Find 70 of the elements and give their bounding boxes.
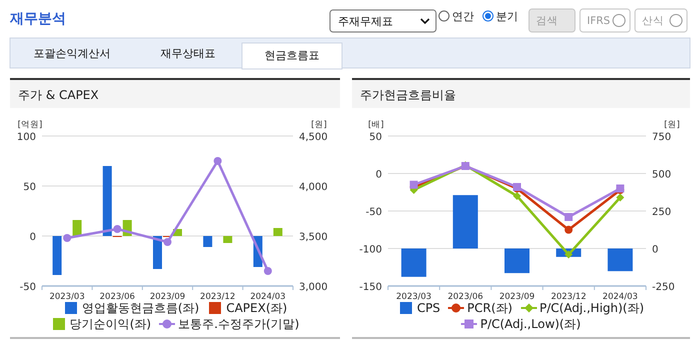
- text: 현금흐름표: [264, 49, 320, 62]
- y2-tick-label: -250: [652, 282, 675, 293]
- text: 포괄손익계산서: [34, 47, 110, 60]
- y2-tick-label: 3,500: [299, 232, 328, 243]
- y-axis-title: [억원]: [18, 120, 42, 130]
- y-tick-label: 50: [23, 182, 36, 193]
- y-tick-label: -150: [359, 282, 382, 293]
- chart-title: 주가현금흐름비율: [360, 88, 456, 102]
- bar: [52, 236, 62, 275]
- text: IFRS: [587, 15, 610, 27]
- x-tick-label: 2023/03: [49, 292, 85, 302]
- y2-axis-title: [원]: [664, 120, 680, 130]
- point: [264, 267, 272, 275]
- text: 주재무제표: [338, 15, 393, 28]
- x-tick-label: 2023/06: [100, 292, 135, 302]
- x-tick-label: 2023/09: [150, 292, 186, 302]
- y-tick-label: -100: [359, 244, 382, 256]
- point: [564, 250, 573, 258]
- y2-tick-label: 4,000: [299, 182, 328, 193]
- y2-tick-label: 750: [652, 132, 672, 143]
- legend-label: 보통주.수정주가(기말): [178, 316, 300, 332]
- point: [410, 180, 418, 189]
- chart-title: 주가 & CAPEX: [18, 88, 99, 102]
- y-axis-title: [배]: [368, 120, 384, 130]
- legend-label: 당기순이익(좌): [70, 316, 152, 332]
- x-tick-label: 2023/12: [200, 292, 236, 302]
- bar: [273, 228, 282, 236]
- point: [564, 226, 573, 234]
- y2-tick-label: 3,000: [299, 282, 328, 293]
- y-tick-label: 50: [369, 132, 382, 143]
- text: 분기: [496, 10, 518, 23]
- y-tick-label: 100: [16, 132, 36, 143]
- y-tick-label: -50: [366, 207, 382, 218]
- legend-label: P/C(Adj.,High)(좌): [540, 300, 644, 316]
- bar: [153, 236, 162, 269]
- y-tick-label: 0: [30, 232, 36, 243]
- point: [513, 192, 521, 200]
- y2-axis-title: [원]: [311, 120, 327, 130]
- y-tick-label: 0: [376, 170, 382, 180]
- legend-label: CPS: [416, 300, 440, 316]
- x-tick-label: 2024/03: [250, 292, 286, 302]
- x-tick-label: 2023/03: [396, 292, 432, 302]
- y-tick-label: -50: [20, 282, 36, 293]
- point: [214, 157, 222, 165]
- point: [63, 234, 72, 242]
- y2-tick-label: 0: [652, 244, 658, 256]
- legend-label: PCR(좌): [467, 300, 512, 316]
- bar: [203, 236, 212, 247]
- x-tick-label: 2023/12: [550, 292, 586, 302]
- y2-tick-label: 250: [652, 207, 672, 218]
- point: [616, 194, 624, 202]
- legend-label: 영업활동현금흐름(좌): [82, 300, 200, 316]
- y2-tick-label: 4,500: [299, 132, 328, 143]
- y2-tick-label: 500: [652, 170, 672, 180]
- x-tick-label: 2023/06: [448, 292, 484, 302]
- legend-label: P/C(Adj.,Low)(좌): [480, 316, 581, 332]
- text: 검색: [536, 15, 558, 27]
- legend-label: CAPEX(좌): [226, 300, 288, 316]
- text: 연간: [452, 10, 474, 23]
- point: [164, 238, 172, 246]
- x-tick-label: 2023/09: [499, 292, 535, 302]
- text: 재무상태표: [160, 47, 216, 60]
- x-tick-label: 2024/03: [602, 292, 638, 302]
- point: [564, 213, 573, 221]
- bar: [102, 166, 112, 236]
- text: 재무분석: [9, 11, 66, 27]
- text: 산식: [642, 15, 664, 27]
- point: [113, 225, 122, 233]
- bar: [72, 220, 82, 236]
- bar: [223, 236, 232, 243]
